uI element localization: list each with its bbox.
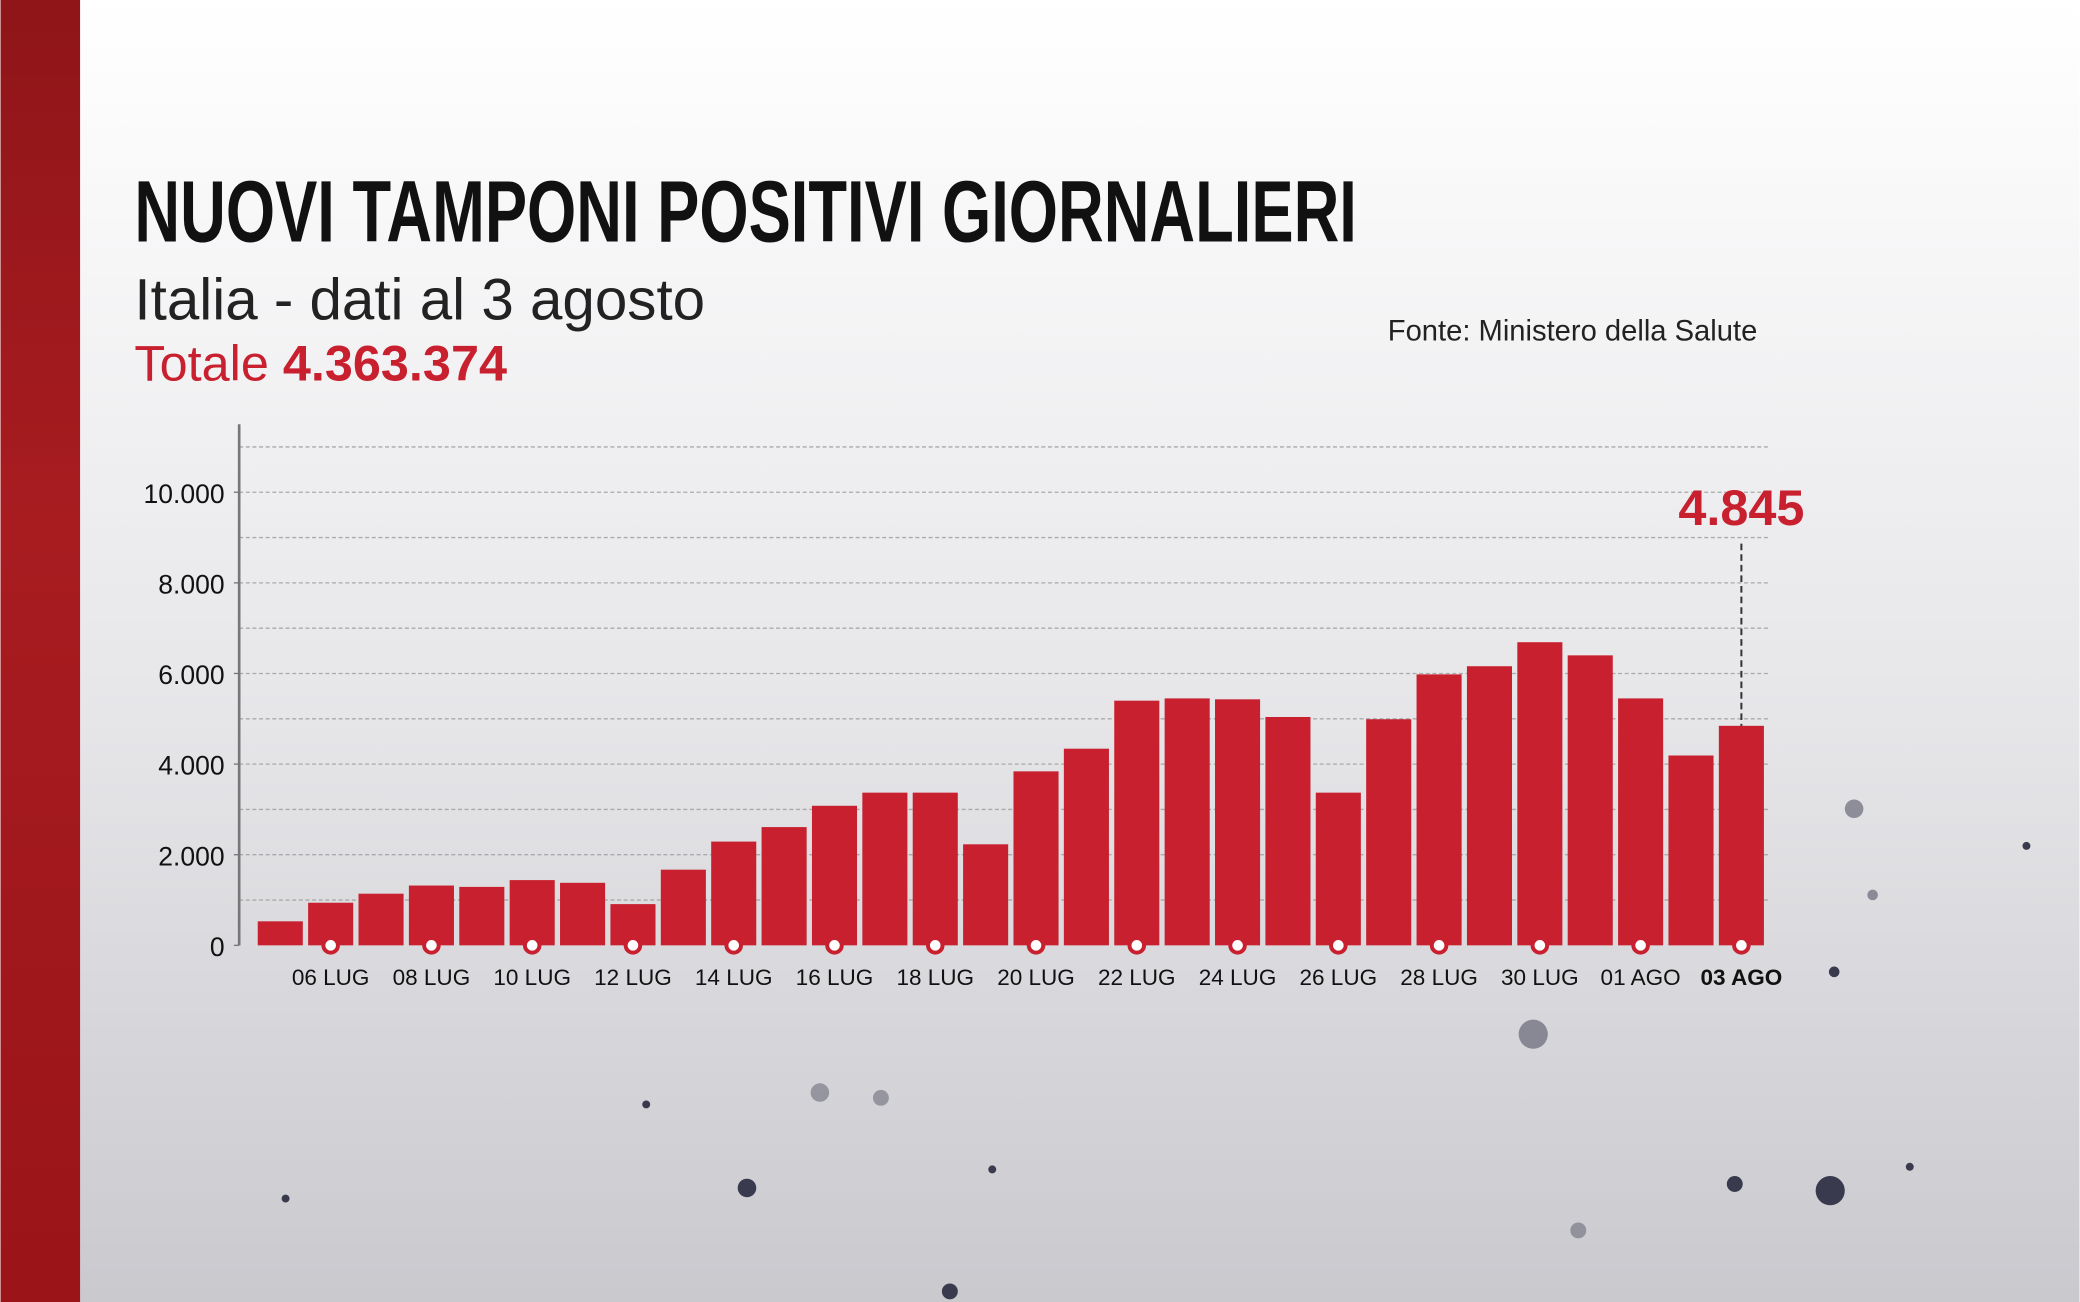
x-marker <box>1429 936 1449 955</box>
bar <box>257 921 303 946</box>
x-marker <box>321 936 340 955</box>
total-value: 4.363.374 <box>283 335 507 392</box>
x-tick-label: 16 LUG <box>796 965 874 990</box>
total-label: Totale <box>134 335 268 392</box>
x-marker <box>825 936 844 955</box>
x-marker <box>724 936 744 955</box>
bar <box>660 869 706 946</box>
x-tick-label: 24 LUG <box>1199 965 1277 990</box>
bar <box>1668 755 1714 946</box>
bar <box>1315 792 1361 946</box>
bar <box>963 844 1009 946</box>
bar <box>1517 642 1563 946</box>
bar <box>1164 698 1210 946</box>
bar <box>459 886 505 946</box>
value-label: 4.845 <box>1678 479 1804 536</box>
x-tick-label: 28 LUG <box>1400 965 1478 990</box>
subtitle: Italia - dati al 3 agosto <box>134 268 705 333</box>
x-tick-label: 01 AGO <box>1601 965 1681 990</box>
bar <box>1215 699 1261 946</box>
x-marker <box>522 936 542 955</box>
bar <box>1618 698 1664 946</box>
bar <box>1466 666 1513 946</box>
bar <box>761 827 807 946</box>
x-tick-label: 08 LUG <box>393 965 471 990</box>
x-marker <box>1228 936 1247 955</box>
bar <box>560 882 606 946</box>
y-tick-label: 4.000 <box>158 751 224 781</box>
bar <box>1718 725 1764 946</box>
x-marker <box>1631 936 1650 955</box>
bar <box>1265 716 1311 946</box>
x-tick-label: 12 LUG <box>594 965 672 990</box>
bar <box>1567 655 1613 946</box>
x-marker <box>1732 936 1751 955</box>
x-marker <box>422 936 441 955</box>
bar <box>1416 674 1462 946</box>
decor-dots <box>281 799 2031 1300</box>
bar <box>1114 700 1160 946</box>
x-marker <box>925 936 945 955</box>
x-tick-label: 06 LUG <box>292 965 370 990</box>
x-marker <box>1530 936 1550 955</box>
total: Totale 4.363.374 <box>134 335 507 392</box>
x-tick-label: 26 LUG <box>1300 965 1378 990</box>
bar <box>358 893 404 946</box>
bar <box>711 841 757 946</box>
bar <box>1013 771 1059 946</box>
x-tick-label: 18 LUG <box>896 965 974 990</box>
y-tick-label: 2.000 <box>158 841 224 871</box>
x-tick-label: 30 LUG <box>1501 965 1579 990</box>
x-marker <box>1026 936 1046 955</box>
x-tick-label: 22 LUG <box>1098 965 1176 990</box>
bar <box>1366 719 1412 946</box>
side-band <box>0 0 81 1302</box>
x-tick-label: 20 LUG <box>997 965 1075 990</box>
title: NUOVI TAMPONI POSITIVI GIORNALIERI <box>134 162 1356 260</box>
x-marker <box>623 936 643 955</box>
y-tick-label: 6.000 <box>158 660 224 690</box>
bar <box>862 792 908 946</box>
bar <box>408 885 454 946</box>
x-marker <box>1329 936 1348 955</box>
x-tick-label: 10 LUG <box>493 965 571 990</box>
x-tick-label: 03 AGO <box>1701 965 1783 990</box>
y-tick-label: 0 <box>210 932 225 962</box>
bar <box>912 792 958 946</box>
x-marker <box>1127 936 1147 955</box>
y-tick-label: 10.000 <box>144 479 225 509</box>
bar <box>509 880 555 946</box>
y-tick-label: 8.000 <box>158 569 224 599</box>
source: Fonte: Ministero della Salute <box>1388 316 1758 348</box>
bar <box>811 805 858 946</box>
x-tick-label: 14 LUG <box>695 965 773 990</box>
bar <box>1063 748 1109 946</box>
